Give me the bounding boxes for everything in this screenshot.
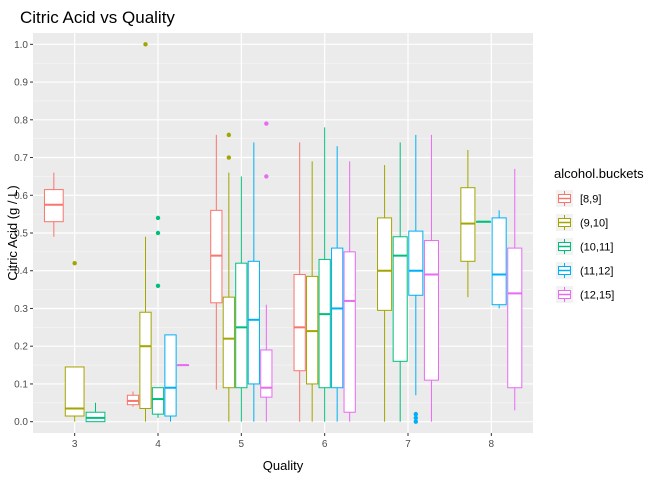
x-tick-label: 5 — [239, 439, 245, 450]
box-7-3 — [408, 134, 424, 424]
grid-minor — [33, 62, 533, 404]
box-iqr — [293, 274, 306, 372]
box-iqr — [491, 217, 507, 306]
y-tick-label: 0.0 — [14, 417, 28, 428]
outlier-point — [155, 215, 161, 221]
box-iqr — [392, 236, 408, 362]
outlier-point — [143, 42, 148, 47]
box-5-1 — [222, 132, 235, 422]
legend-item: (9,10] — [556, 214, 608, 231]
outlier-point — [413, 419, 419, 424]
box-iqr — [331, 247, 344, 389]
legend-item: [8,9] — [556, 190, 601, 207]
box-3-0 — [43, 172, 64, 237]
legend-item: (10,11] — [556, 238, 613, 255]
box-5-3 — [247, 142, 260, 422]
box-6-4 — [343, 161, 356, 422]
box-iqr — [507, 247, 523, 389]
box-4-0 — [126, 391, 140, 407]
box-iqr — [408, 230, 424, 296]
y-tick-label: 0.5 — [14, 229, 28, 240]
box-layer — [43, 42, 523, 424]
box-7-2 — [392, 142, 408, 422]
box-5-4 — [260, 121, 273, 422]
legend-label: [8,9] — [580, 194, 601, 206]
box-6-3 — [331, 146, 344, 422]
y-tick-label: 0.1 — [14, 379, 28, 390]
y-tick-label: 1.0 — [14, 40, 28, 51]
box-iqr — [377, 217, 393, 311]
chart-title: Citric Acid vs Quality — [20, 8, 175, 27]
y-tick-label: 0.8 — [14, 115, 28, 126]
outlier-point — [155, 230, 161, 236]
outlier-point — [264, 174, 269, 179]
x-tick-label: 7 — [405, 439, 411, 450]
outlier-point — [72, 260, 77, 266]
y-tick-label: 0.6 — [14, 191, 28, 202]
box-iqr — [260, 349, 273, 398]
box-8-1 — [460, 149, 476, 298]
box-iqr — [64, 366, 85, 417]
y-tick-label: 0.9 — [14, 78, 28, 89]
box-7-1 — [377, 165, 393, 422]
box-7-4 — [423, 134, 439, 422]
box-iqr — [222, 296, 235, 389]
box-iqr — [235, 262, 248, 389]
legend-label: (9,10] — [580, 218, 608, 230]
outlier-point — [226, 155, 232, 160]
x-axis-ticks: 3 4 5 6 7 8 — [72, 433, 495, 450]
box-iqr — [139, 311, 152, 409]
box-4-4 — [176, 364, 190, 367]
box-8-4 — [507, 168, 523, 411]
box-8-2 — [475, 220, 492, 223]
box-5-0 — [210, 134, 223, 390]
box-8-3 — [491, 210, 507, 309]
box-iqr — [318, 258, 331, 389]
box-3-2 — [85, 402, 106, 423]
legend-label: (10,11] — [580, 242, 613, 254]
grid-major — [33, 33, 533, 433]
legend-label: (12,15] — [580, 290, 614, 302]
legend: alcohol.buckets [8,9] (9,10] (10,11] (11,12… — [554, 166, 644, 303]
outlier-point — [413, 415, 419, 421]
y-axis-title: Citric Acid (g / L) — [5, 185, 20, 280]
box-4-1 — [139, 42, 152, 422]
y-tick-label: 0.2 — [14, 342, 28, 353]
legend-label: (11,12] — [580, 266, 613, 278]
box-iqr — [164, 334, 177, 417]
outlier-point — [264, 121, 269, 126]
x-axis-title: Quality — [263, 458, 304, 473]
y-tick-label: 0.4 — [14, 266, 28, 277]
box-6-1 — [306, 161, 319, 422]
x-tick-label: 6 — [322, 439, 328, 450]
box-iqr — [423, 240, 439, 381]
x-tick-label: 3 — [72, 439, 78, 450]
legend-item: (11,12] — [556, 262, 613, 279]
box-5-2 — [235, 176, 248, 422]
legend-title: alcohol.buckets — [554, 166, 644, 181]
box-6-2 — [318, 127, 331, 422]
box-iqr — [151, 387, 165, 415]
legend-item: (12,15] — [556, 286, 614, 303]
x-tick-label: 4 — [155, 439, 161, 450]
box-4-3 — [164, 334, 177, 422]
y-tick-label: 0.3 — [14, 304, 28, 315]
x-tick-label: 8 — [489, 439, 495, 450]
box-3-1 — [64, 260, 85, 422]
y-axis-ticks: 0.0 0.1 0.2 0.3 0.4 0.5 0.6 0.7 0.8 0.9 1.0 — [14, 40, 33, 428]
outlier-point — [155, 283, 161, 289]
box-iqr — [343, 251, 356, 413]
y-tick-label: 0.7 — [14, 153, 28, 164]
legend-items: [8,9] (9,10] (10,11] (11,12] (12,15] — [556, 190, 614, 303]
outlier-point — [226, 132, 232, 138]
box-iqr — [247, 260, 260, 385]
outlier-point — [413, 411, 419, 417]
box-6-0 — [293, 142, 306, 422]
box-4-2 — [151, 215, 165, 418]
